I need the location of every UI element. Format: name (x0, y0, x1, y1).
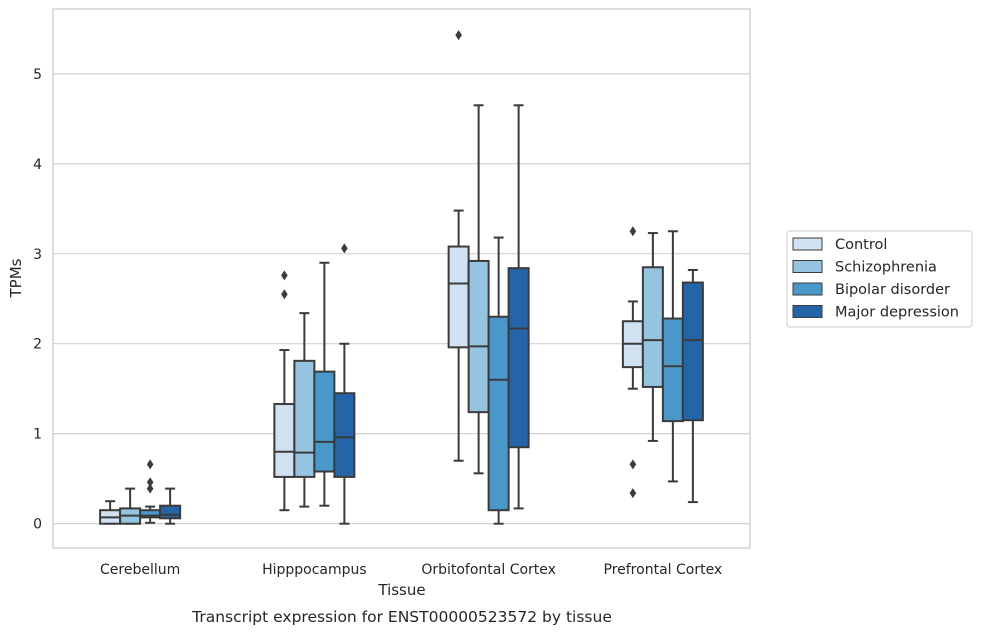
legend-label: Bipolar disorder (835, 282, 950, 298)
x-tick-labels: Cerebellum Hipppocampus Orbitofontal Corte… (100, 562, 722, 578)
box-iqr (313, 370, 336, 473)
box-series (99, 30, 704, 525)
outlier-point (281, 270, 288, 281)
chart-caption: Transcript expression for ENST0000052357… (191, 608, 612, 626)
y-tick-label: 4 (33, 157, 42, 173)
box-iqr (507, 267, 530, 449)
outlier-point (341, 243, 348, 254)
series-major-depression (159, 104, 704, 525)
box-iqr (467, 259, 490, 414)
y-tick-label: 3 (33, 247, 42, 263)
y-tick-label: 1 (33, 427, 42, 443)
legend-swatch (792, 305, 823, 318)
x-tick-label: Hipppocampus (262, 562, 367, 578)
plot-area-border (52, 8, 751, 549)
legend-swatch (792, 260, 823, 273)
outlier-point (281, 289, 288, 300)
y-tick-label: 2 (33, 337, 42, 353)
y-tick-label: 0 (33, 517, 42, 533)
y-axis-label: TPMs (7, 258, 25, 298)
legend: Control Schizophrenia Bipolar disorder Majo… (786, 230, 973, 328)
outlier-point (455, 30, 462, 41)
x-tick-label: Prefrontal Cortex (604, 562, 723, 578)
series-bipolar-disorder (139, 230, 684, 525)
outlier-point (146, 459, 154, 470)
box-iqr (661, 317, 684, 423)
legend-swatch (792, 282, 823, 296)
outlier-point (629, 226, 637, 237)
legend-swatch (792, 237, 823, 251)
x-axis-label: Tissue (377, 581, 425, 599)
legend-label: Control (835, 237, 887, 253)
legend-label: Schizophrenia (835, 260, 937, 276)
box-iqr (293, 359, 316, 478)
series-schizophrenia (119, 104, 664, 525)
x-tick-label: Cerebellum (100, 562, 180, 578)
box-iqr (159, 504, 182, 520)
outlier-point (629, 459, 637, 470)
box-iqr (273, 403, 296, 478)
legend-label: Major depression (835, 305, 959, 321)
box-iqr (447, 245, 470, 349)
outlier-point (146, 483, 154, 494)
series-control (99, 30, 644, 525)
legend-frame (786, 230, 973, 328)
box-iqr (333, 392, 356, 478)
box-iqr (681, 281, 704, 422)
outlier-point (629, 488, 637, 499)
outlier-point (146, 477, 154, 488)
x-tick-label: Orbitofontal Cortex (421, 562, 556, 578)
y-tick-label: 5 (33, 67, 42, 83)
y-tick-labels: 0 1 2 3 4 5 (33, 67, 42, 533)
box-iqr (641, 266, 664, 388)
box-iqr (487, 315, 510, 512)
